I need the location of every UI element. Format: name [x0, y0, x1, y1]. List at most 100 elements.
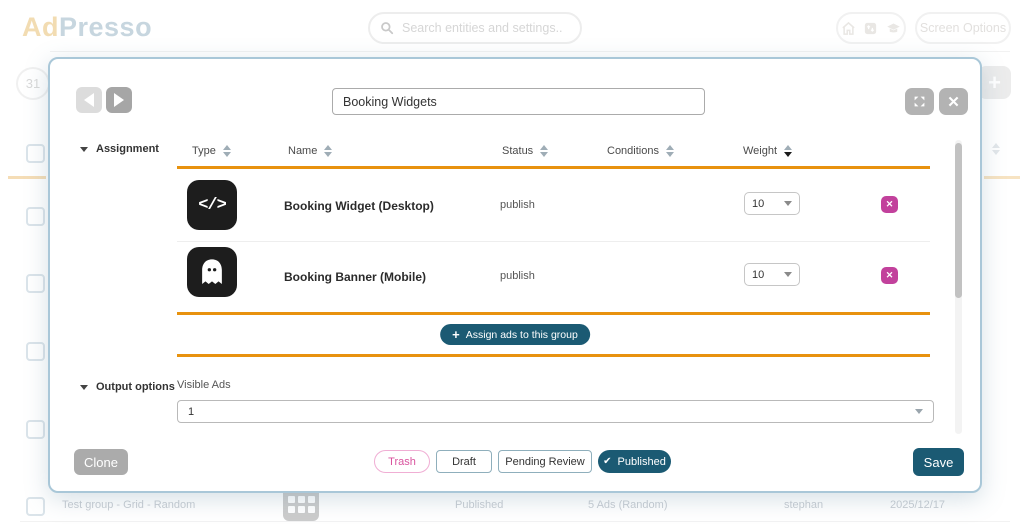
- status-pending-review-button[interactable]: Pending Review: [498, 450, 592, 473]
- screen-options-button[interactable]: Screen Options: [915, 12, 1011, 44]
- close-icon: ✕: [885, 270, 894, 280]
- column-header-name[interactable]: Name: [288, 145, 333, 157]
- sort-icon-active[interactable]: [784, 145, 793, 157]
- group-row-date: 2025/12/17: [890, 499, 946, 511]
- draft-label: Draft: [452, 455, 476, 468]
- column-header-type[interactable]: Type: [192, 145, 231, 157]
- pending-review-label: Pending Review: [505, 455, 585, 468]
- group-row-ads: 5 Ads (Random): [588, 499, 668, 511]
- clone-label: Clone: [84, 454, 118, 470]
- home-icon[interactable]: [841, 21, 856, 36]
- ghost-icon: [187, 247, 237, 297]
- group-row-author: stephan: [784, 499, 824, 511]
- chevron-down-icon: [784, 201, 792, 206]
- row-checkbox[interactable]: [26, 420, 45, 439]
- column-header-weight[interactable]: Weight: [743, 145, 793, 157]
- group-row-status: Published: [455, 499, 504, 511]
- quick-links: [836, 12, 906, 44]
- plus-icon: +: [452, 327, 460, 342]
- row-checkbox[interactable]: [26, 342, 45, 361]
- edit-group-modal: ✕ Assignment Type Name Status Conditions…: [48, 57, 982, 493]
- weight-value: 10: [752, 268, 765, 281]
- nav-previous-button[interactable]: [76, 87, 102, 113]
- ad-status: publish: [500, 199, 535, 211]
- sort-icon[interactable]: [324, 145, 333, 157]
- expand-icon: [914, 96, 925, 107]
- ad-status: publish: [500, 270, 535, 282]
- sort-icon[interactable]: [222, 145, 231, 157]
- content-top-border: [50, 51, 1010, 52]
- weight-value: 10: [752, 197, 765, 210]
- chevron-down-icon: [784, 272, 792, 277]
- background-sort-icon: [992, 143, 1000, 155]
- ads-icon[interactable]: [863, 21, 878, 36]
- output-options-section-label: Output options: [96, 381, 175, 393]
- assignment-section-label: Assignment: [96, 143, 159, 155]
- close-button[interactable]: ✕: [939, 88, 968, 115]
- column-header-status[interactable]: Status: [502, 145, 549, 157]
- group-row-title[interactable]: Test group - Grid - Random: [62, 499, 196, 511]
- header-label: Name: [288, 145, 318, 157]
- scrollbar-thumb[interactable]: [955, 143, 962, 298]
- search-input[interactable]: [402, 21, 562, 35]
- arrow-right-icon: [114, 93, 124, 107]
- check-icon: ✔: [603, 456, 612, 467]
- row-checkbox[interactable]: [26, 207, 45, 226]
- header-label: Conditions: [607, 145, 659, 157]
- chevron-down-icon: [915, 409, 923, 414]
- status-published-button[interactable]: ✔ Published: [598, 450, 671, 473]
- calendar-badge-value: 31: [25, 76, 41, 91]
- close-icon: ✕: [947, 93, 960, 111]
- background-accent-line-right: [984, 176, 1020, 179]
- row-divider: [177, 241, 930, 242]
- visible-ads-value: 1: [188, 405, 195, 418]
- row-bottom-border: [20, 521, 1010, 522]
- header-label: Status: [502, 145, 534, 157]
- search-icon: [381, 22, 394, 35]
- assign-ads-button[interactable]: + Assign ads to this group: [440, 324, 590, 345]
- modal-scrollbar[interactable]: [955, 140, 962, 434]
- row-checkbox[interactable]: [26, 144, 45, 163]
- trash-label: Trash: [388, 455, 416, 468]
- ad-name[interactable]: Booking Banner (Mobile): [284, 270, 426, 284]
- sort-icon[interactable]: [540, 145, 549, 157]
- screen-options-label: Screen Options: [919, 21, 1007, 35]
- remove-ad-button[interactable]: ✕: [881, 267, 898, 284]
- expand-button[interactable]: [905, 88, 934, 115]
- assign-ads-label: Assign ads to this group: [465, 328, 578, 341]
- nav-next-button[interactable]: [106, 87, 132, 113]
- visible-ads-label: Visible Ads: [177, 379, 231, 391]
- background-accent-line-left: [8, 176, 46, 179]
- code-icon: </>: [187, 180, 237, 230]
- add-group-button[interactable]: +: [978, 66, 1011, 99]
- ad-name[interactable]: Booking Widget (Desktop): [284, 199, 434, 213]
- app-logo: AdPresso: [22, 12, 152, 43]
- logo-part-ad: Ad: [22, 12, 59, 42]
- close-icon: ✕: [885, 199, 894, 209]
- weight-select[interactable]: 10: [744, 192, 800, 215]
- section-divider: [177, 312, 930, 315]
- status-draft-button[interactable]: Draft: [436, 450, 492, 473]
- table-header-divider: [177, 166, 930, 169]
- output-options-section-toggle[interactable]: Output options: [80, 381, 175, 393]
- global-search[interactable]: [368, 12, 582, 44]
- published-label: Published: [617, 455, 666, 468]
- row-checkbox[interactable]: [26, 497, 45, 516]
- column-header-conditions[interactable]: Conditions: [607, 145, 674, 157]
- header-label: Type: [192, 145, 216, 157]
- clone-button[interactable]: Clone: [74, 449, 128, 475]
- sort-icon[interactable]: [665, 145, 674, 157]
- assignment-section-toggle[interactable]: Assignment: [80, 143, 159, 155]
- logo-part-presso: Presso: [59, 12, 153, 42]
- group-title-input[interactable]: [332, 88, 705, 115]
- caret-down-icon: [80, 384, 88, 390]
- calendar-badge[interactable]: 31: [16, 67, 50, 100]
- status-trash-button[interactable]: Trash: [374, 450, 430, 473]
- row-checkbox[interactable]: [26, 274, 45, 293]
- weight-select[interactable]: 10: [744, 263, 800, 286]
- visible-ads-select[interactable]: 1: [177, 400, 934, 423]
- save-label: Save: [923, 454, 954, 470]
- academy-icon[interactable]: [885, 21, 902, 36]
- save-button[interactable]: Save: [913, 448, 964, 476]
- remove-ad-button[interactable]: ✕: [881, 196, 898, 213]
